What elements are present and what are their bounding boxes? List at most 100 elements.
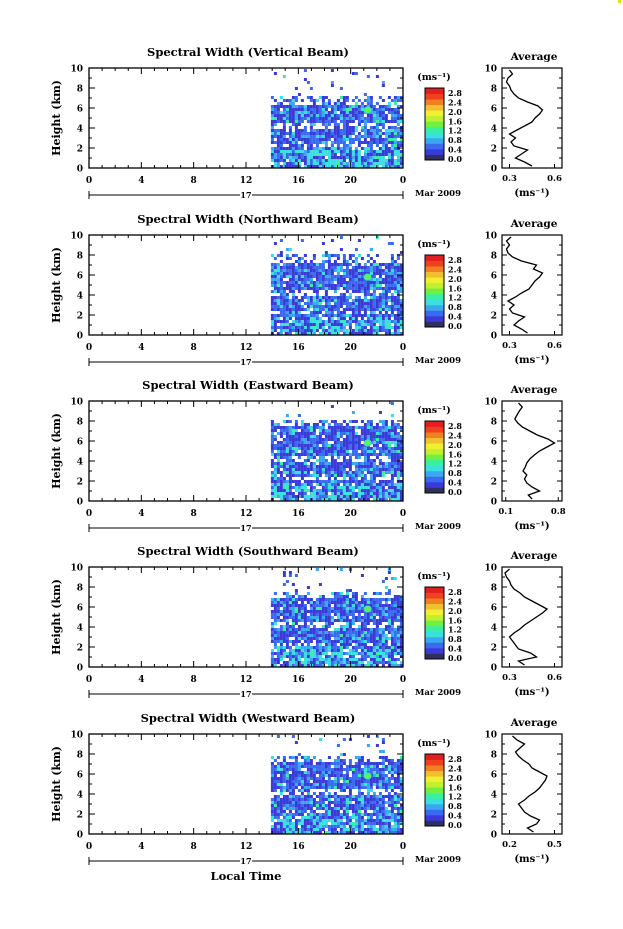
y-tick-label: 10 [70, 398, 83, 408]
heatmap-cell [393, 326, 397, 329]
heatmap-cell [291, 622, 295, 625]
heatmap-cell [300, 828, 304, 831]
heatmap-cell [327, 99, 331, 102]
heatmap-cell [315, 598, 319, 601]
heatmap-cell [372, 664, 376, 667]
heatmap-cell [369, 296, 373, 299]
heatmap-cell [378, 132, 382, 135]
heatmap-cell [372, 296, 376, 299]
heatmap-cell [393, 275, 397, 278]
heatmap-cell [330, 269, 334, 272]
heatmap-cell [381, 619, 385, 622]
heatmap-cell [312, 453, 316, 456]
heatmap-cell [381, 302, 385, 305]
heatmap-cell [372, 314, 376, 317]
heatmap-cell [339, 302, 343, 305]
heatmap-cell [381, 474, 385, 477]
heatmap-cell [378, 281, 382, 284]
heatmap-cell [273, 474, 277, 477]
heatmap-cell [366, 640, 370, 643]
heatmap-cell [309, 266, 313, 269]
heatmap-cell [390, 438, 394, 441]
heatmap-cell [291, 290, 295, 293]
heatmap-cell [306, 287, 310, 290]
heatmap-cell [384, 162, 388, 165]
heatmap-cell [315, 646, 319, 649]
heatmap-cell [303, 622, 307, 625]
heatmap-cell [372, 138, 376, 141]
heatmap-cell [336, 299, 340, 302]
heatmap-cell [294, 822, 298, 825]
heatmap-cell [339, 465, 343, 468]
heatmap-cell [288, 598, 292, 601]
heatmap-cell [288, 147, 292, 150]
heatmap-cell [324, 798, 328, 801]
heatmap-cell [306, 819, 310, 822]
heatmap-cell [363, 147, 367, 150]
heatmap-cell [270, 631, 274, 634]
heatmap-cell [294, 441, 298, 444]
heatmap-cell [345, 489, 349, 492]
heatmap-cell [297, 634, 301, 637]
heatmap-cell [312, 432, 316, 435]
heatmap-cell [363, 320, 367, 323]
heatmap-cell [366, 102, 370, 105]
heatmap-cell [375, 601, 379, 604]
heatmap-cell [333, 278, 337, 281]
heatmap-cell [384, 272, 388, 275]
heatmap-cell [324, 438, 328, 441]
heatmap-cell [279, 619, 283, 622]
colorbar-tick-label: 2.8 [448, 587, 462, 597]
heatmap-cell [381, 604, 385, 607]
colorbar-tick-label: 1.2 [448, 459, 462, 469]
heatmap-cell [372, 453, 376, 456]
heatmap-cell [321, 150, 325, 153]
heatmap-cell [381, 144, 385, 147]
heatmap-cell [291, 774, 295, 777]
heatmap-cell [291, 435, 295, 438]
heatmap-cell [378, 643, 382, 646]
heatmap-cell [393, 607, 397, 610]
heatmap-cell [294, 828, 298, 831]
date-label: Mar 2009 [415, 356, 461, 366]
heatmap-cell [312, 462, 316, 465]
heatmap-cell [321, 462, 325, 465]
heatmap-cell [276, 153, 280, 156]
heatmap-cell [375, 637, 379, 640]
heatmap-cell [378, 323, 382, 326]
heatmap-cell [303, 807, 307, 810]
heatmap-cell [333, 492, 337, 495]
heatmap-cell [282, 613, 286, 616]
heatmap-cell [327, 117, 331, 120]
heatmap-cell [273, 287, 277, 290]
heatmap-cell [327, 326, 331, 329]
heatmap-cell [285, 105, 289, 108]
heatmap-cell [357, 111, 361, 114]
heatmap-cell [342, 664, 346, 667]
heatmap-cell [282, 320, 286, 323]
heatmap-cell [297, 281, 301, 284]
heatmap-cell [393, 165, 397, 168]
heatmap-cell [384, 447, 388, 450]
heatmap-cell [393, 634, 397, 637]
heatmap-cell [339, 263, 343, 266]
heatmap-cell [393, 150, 397, 153]
heatmap-cell [384, 628, 388, 631]
heatmap-cell [375, 429, 379, 432]
heatmap-cell [372, 658, 376, 661]
heatmap-cell [375, 281, 379, 284]
heatmap-cell [366, 162, 370, 165]
heatmap-cell [306, 828, 310, 831]
heatmap-cell [282, 634, 286, 637]
heatmap-cell [279, 498, 283, 501]
heatmap-cell [369, 281, 373, 284]
heatmap-cell [294, 480, 298, 483]
heatmap-cell [354, 661, 358, 664]
heatmap-cell [333, 828, 337, 831]
heatmap-cell [303, 595, 307, 598]
heatmap-cell [360, 302, 364, 305]
heatmap-cell [363, 287, 367, 290]
colorbar-tick-label: 1.2 [448, 126, 462, 136]
heatmap-cell [339, 664, 343, 667]
